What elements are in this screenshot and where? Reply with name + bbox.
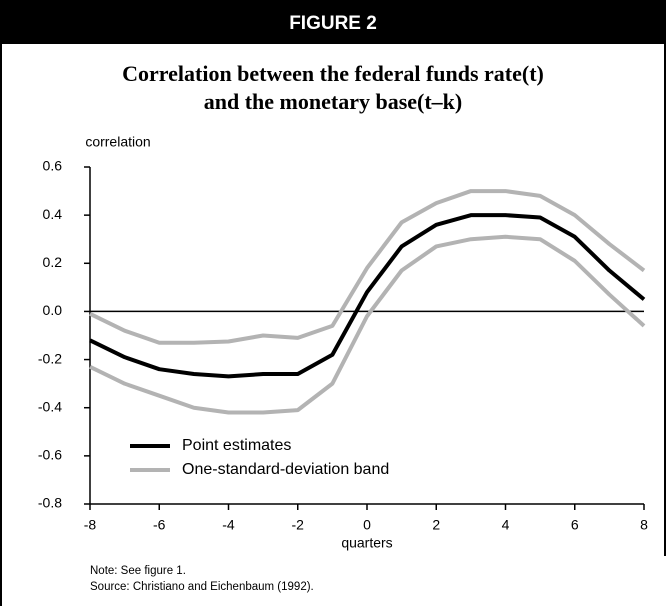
point-line (89, 213, 646, 379)
x-tick-label: 2 (432, 517, 440, 533)
y-tick-label: -0.4 (38, 398, 62, 414)
note: Source: Christiano and Eichenbaum (1992)… (90, 581, 314, 593)
x-tick-label: -2 (292, 517, 305, 533)
y-tick-label: 0.2 (43, 254, 63, 270)
y-tick-label: -0.8 (38, 495, 62, 511)
x-tick-label: 4 (502, 517, 510, 533)
note: Note: See figure 1. (90, 565, 186, 577)
y-tick-label: -0.2 (38, 350, 62, 366)
x-tick-label: -6 (153, 517, 166, 533)
band-upper-line (89, 189, 646, 345)
y-tick-label: 0.4 (43, 206, 63, 222)
x-tick-label: -4 (222, 517, 235, 533)
legend-label: Point estimates (182, 437, 291, 454)
band-lower-line (89, 234, 646, 415)
x-tick-label: 6 (571, 517, 579, 533)
x-tick-label: -8 (84, 517, 97, 533)
x-tick-label: 8 (640, 517, 648, 533)
legend-label: One-standard-deviation band (182, 461, 389, 478)
header-bar (0, 0, 666, 44)
chart-title: Correlation between the federal funds ra… (122, 61, 544, 86)
x-tick-label: 0 (363, 517, 371, 533)
chart-title: and the monetary base(t–k) (204, 89, 463, 114)
x-axis-label: quarters (341, 535, 392, 551)
y-tick-label: 0.0 (43, 302, 63, 318)
figure-label: FIGURE 2 (289, 13, 377, 34)
y-tick-label: 0.6 (43, 158, 63, 174)
y-axis-label: correlation (85, 134, 150, 150)
y-tick-label: -0.6 (38, 447, 62, 463)
